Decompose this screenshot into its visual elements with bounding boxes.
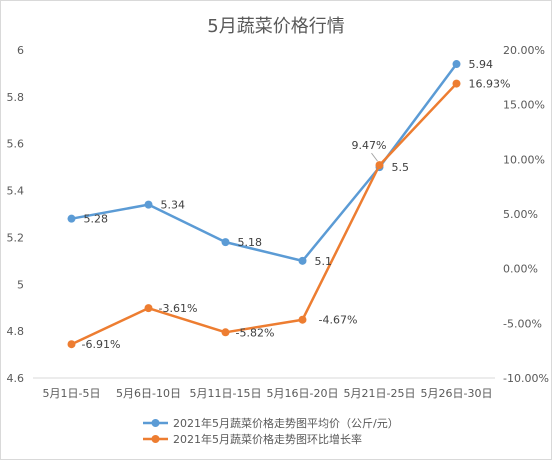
legend-marker-2	[151, 435, 160, 443]
x-axis-tick-label: 5月16日-20日	[267, 387, 339, 400]
right-axis-tick-label: 20.00%	[503, 44, 545, 57]
right-axis-tick-label: 15.00%	[503, 99, 545, 112]
data-labels: 5.28 5.34 5.18 5.1 5.5 5.94 -6.91% -3.61% -5.82%…	[82, 58, 511, 351]
chart-title: 5月蔬菜价格行情	[207, 16, 345, 37]
right-axis-tick-label: 10.00%	[503, 153, 545, 166]
series-1-point[interactable]	[298, 256, 307, 265]
series-2-data-label: 9.47%	[352, 139, 387, 152]
series-1-point[interactable]	[452, 60, 461, 69]
left-axis-tick-label: 5.6	[7, 138, 25, 151]
left-axis-tick-label: 4.8	[7, 325, 25, 338]
legend-label-2[interactable]: 2021年5月蔬菜价格走势图环比增长率	[173, 432, 362, 446]
legend: 2021年5月蔬菜价格走势图平均价（公斤/元） 2021年5月蔬菜价格走势图环比增…	[143, 416, 399, 446]
series-1-data-label: 5.18	[238, 236, 263, 249]
right-axis-ticks: -10.00% -5.00% 0.00% 5.00% 10.00% 15.00% 20.00…	[503, 44, 549, 385]
x-axis-tick-label: 5月11日-15日	[190, 387, 262, 400]
series-line-2	[70, 82, 458, 346]
legend-marker-1	[151, 419, 160, 427]
series-2-point[interactable]	[67, 340, 76, 349]
series-1-point[interactable]	[67, 214, 76, 223]
series-2-data-label: -3.61%	[159, 302, 198, 315]
x-axis-tick-label: 5月26日-30日	[421, 387, 493, 400]
series-1-data-label: 5.94	[469, 58, 494, 71]
left-axis-tick-label: 5.2	[7, 231, 25, 244]
series-2-point[interactable]	[375, 161, 384, 170]
series-1-data-label: 5.28	[84, 213, 109, 226]
label-leader-line	[371, 152, 378, 162]
series-1-data-label: 5.34	[161, 199, 186, 212]
left-axis-ticks: 4.6 4.8 5 5.2 5.4 5.6 5.8 6	[7, 44, 25, 385]
right-axis-tick-label: -5.00%	[503, 317, 542, 330]
series-1-data-label: 5.5	[392, 161, 410, 174]
series-2-data-label: -4.67%	[319, 314, 358, 327]
series-2-point[interactable]	[452, 79, 461, 88]
series-2-data-label: 16.93%	[469, 78, 511, 91]
x-axis-ticks: 5月1日-5日 5月6日-10日 5月11日-15日 5月16日-20日 5月21日-2…	[43, 387, 493, 400]
left-axis-tick-label: 4.6	[7, 372, 25, 385]
x-axis-tick-label: 5月6日-10日	[116, 387, 181, 400]
series-2-data-label: -5.82%	[236, 326, 275, 339]
x-axis-tick-label: 5月21日-25日	[344, 387, 416, 400]
series-1-point[interactable]	[144, 200, 153, 209]
right-axis-tick-label: 0.00%	[503, 263, 538, 276]
x-axis-tick-label: 5月1日-5日	[43, 387, 101, 400]
series-layer	[67, 60, 461, 349]
right-axis-tick-label: 5.00%	[503, 208, 538, 221]
left-axis-tick-label: 5.8	[7, 91, 25, 104]
left-axis-tick-label: 5.4	[7, 185, 25, 198]
series-2-point[interactable]	[144, 304, 153, 313]
series-1-data-label: 5.1	[315, 255, 333, 268]
series-2-point[interactable]	[298, 315, 307, 324]
series-1-point[interactable]	[221, 238, 230, 247]
left-axis-tick-label: 6	[17, 44, 24, 57]
series-2-point[interactable]	[221, 328, 230, 337]
series-2-data-label: -6.91%	[82, 338, 121, 351]
left-axis-tick-label: 5	[17, 278, 24, 291]
legend-label-1[interactable]: 2021年5月蔬菜价格走势图平均价（公斤/元）	[173, 416, 399, 430]
right-axis-tick-label: -10.00%	[503, 372, 549, 385]
